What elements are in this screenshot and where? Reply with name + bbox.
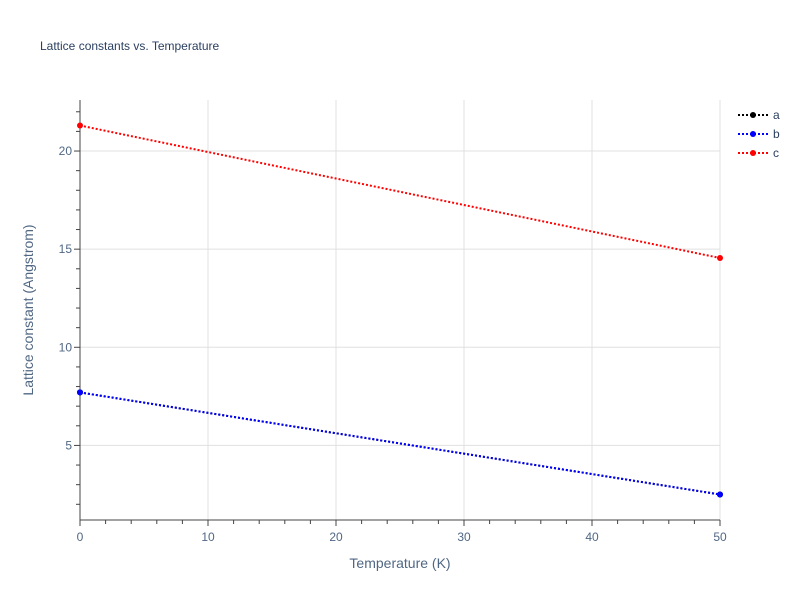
data-point-c [717, 254, 723, 261]
x-tick-label: 20 [329, 530, 343, 544]
y-tick-label: 20 [59, 144, 73, 158]
series-line-b [79, 391, 721, 496]
legend-label: a [773, 108, 780, 122]
legend-label: b [773, 127, 780, 141]
legend[interactable]: abc [738, 108, 780, 160]
x-tick-label: 0 [77, 530, 84, 544]
x-tick-label: 10 [201, 530, 215, 544]
legend-swatch-marker [750, 112, 756, 118]
legend-item-c[interactable]: c [738, 146, 779, 160]
x-tick-label: 40 [585, 530, 599, 544]
data-point-b [717, 491, 723, 498]
legend-item-a[interactable]: a [738, 108, 780, 122]
x-axis-title: Temperature (K) [349, 555, 450, 571]
legend-swatch-marker [750, 150, 756, 156]
y-tick-label: 10 [59, 340, 73, 354]
grid-layer [80, 100, 721, 520]
axes-layer: 0 10 20 30 40 50 5 10 15 20 [59, 100, 727, 544]
x-tick-label: 30 [457, 530, 471, 544]
y-axis-title: Lattice constant (Angstrom) [20, 224, 36, 395]
legend-label: c [773, 146, 779, 160]
data-point-c [77, 122, 83, 129]
chart-title: Lattice constants vs. Temperature [40, 39, 220, 53]
data-point-b [77, 389, 83, 396]
y-tick-label: 15 [59, 242, 73, 256]
y-tick-label: 5 [65, 438, 72, 452]
legend-item-b[interactable]: b [738, 127, 780, 141]
series-layer [77, 122, 723, 498]
legend-swatch-marker [750, 131, 756, 137]
x-tick-label: 50 [713, 530, 727, 544]
series-line-c [79, 124, 721, 259]
